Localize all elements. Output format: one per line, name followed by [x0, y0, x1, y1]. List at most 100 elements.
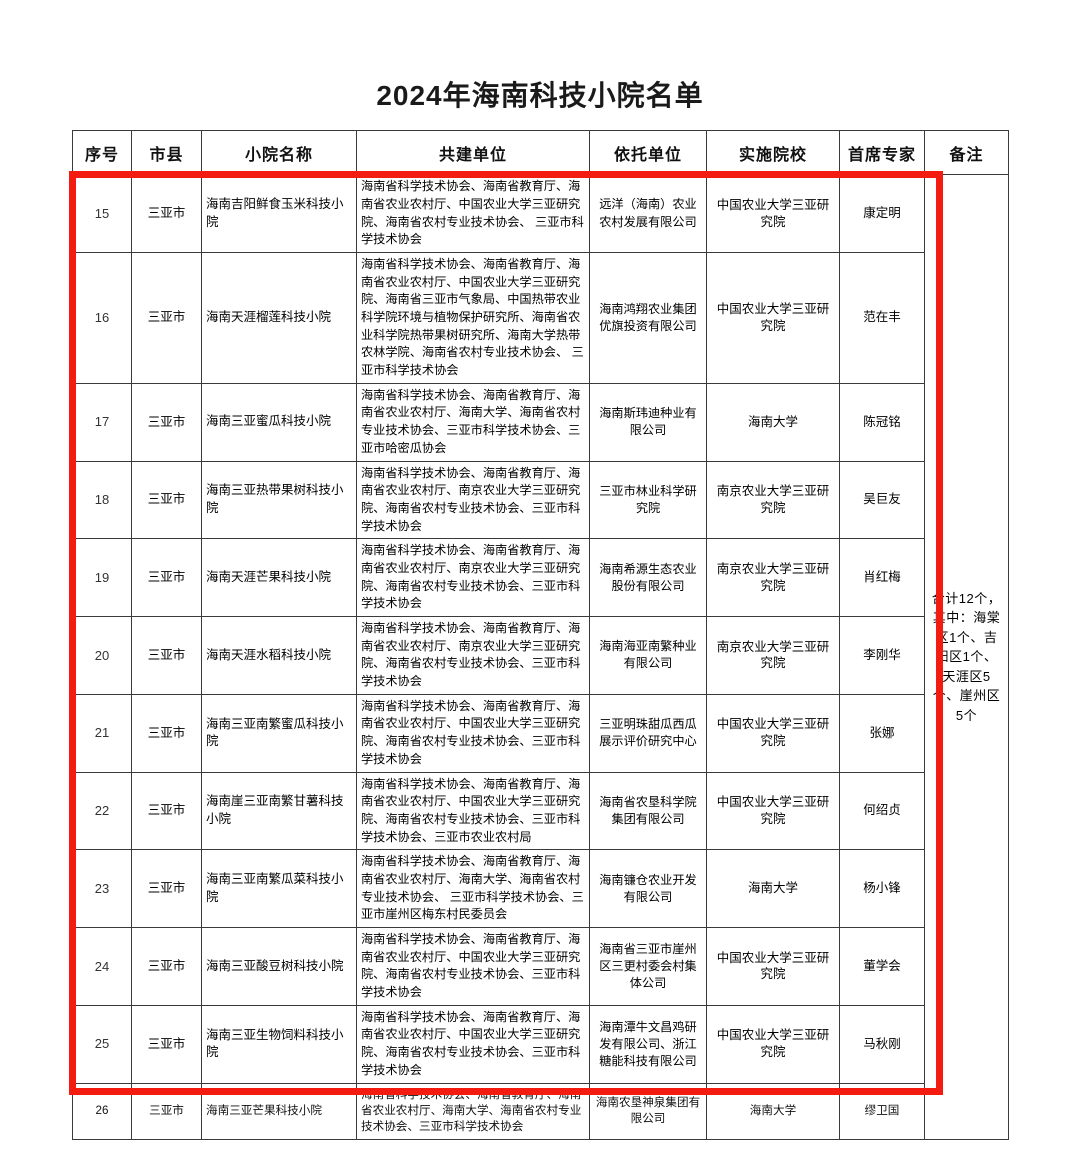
column-header-host: 依托单位 [589, 130, 707, 176]
table-row: 16 三亚市 海南天涯榴莲科技小院 海南省科学技术协会、海南省教育厅、海南省农业农村厅… [72, 251, 1009, 384]
table-body: 15 三亚市 海南吉阳鲜食玉米科技小院 海南省科学技术协会、海南省教育厅、海南省农业农… [72, 174, 1009, 1140]
cell-joint-units: 海南省科学技术协会、海南省教育厅、海南省农业农村厅、海南大学、海南省农村专业技术… [356, 382, 590, 462]
cell-yard-name: 海南三亚酸豆树科技小院 [201, 927, 357, 1006]
cell-joint-units: 海南省科学技术协会、海南省教育厅、海南省农业农村厅、南京农业大学三亚研究院、海南… [356, 616, 590, 695]
cell-index: 16 [72, 251, 132, 384]
cell-host-unit: 海南镰仓农业开发有限公司 [589, 849, 707, 928]
cell-host-unit: 海南省三亚市崖州区三更村委会村集体公司 [589, 927, 707, 1006]
cell-city: 三亚市 [131, 460, 202, 540]
column-header-name: 小院名称 [201, 130, 357, 176]
table-row: 25 三亚市 海南三亚生物饲料科技小院 海南省科学技术协会、海南省教育厅、海南省农业农… [72, 1004, 1009, 1084]
cell-host-unit: 海南鸿翔农业集团优旗投资有限公司 [589, 251, 707, 384]
cell-index: 23 [72, 849, 132, 928]
column-header-expert: 首席专家 [839, 130, 925, 176]
header-row: 序号 市县 小院名称 共建单位 依托单位 实施院校 首席专家 备注 [72, 130, 1009, 176]
cell-implementing-school: 海南大学 [706, 382, 840, 462]
cell-chief-expert: 何绍贞 [839, 771, 925, 851]
column-header-city: 市县 [131, 130, 202, 176]
cell-yard-name: 海南三亚南繁瓜菜科技小院 [201, 849, 357, 928]
cell-yard-name: 海南三亚芒果科技小院 [201, 1082, 357, 1140]
table-row: 21 三亚市 海南三亚南繁蜜瓜科技小院 海南省科学技术协会、海南省教育厅、海南省农业农… [72, 693, 1009, 773]
cell-yard-name: 海南吉阳鲜食玉米科技小院 [201, 174, 357, 253]
table-row: 19 三亚市 海南天涯芒果科技小院 海南省科学技术协会、海南省教育厅、海南省农业农村厅… [72, 538, 1009, 617]
cell-yard-name: 海南天涯水稻科技小院 [201, 616, 357, 695]
cell-joint-units: 海南省科学技术协会、海南省教育厅、海南省农业农村厅、中国农业大学三亚研究院、海南… [356, 1004, 590, 1084]
cell-host-unit: 三亚市林业科学研究院 [589, 460, 707, 540]
column-header-joint: 共建单位 [356, 130, 590, 176]
cell-chief-expert: 康定明 [839, 174, 925, 253]
cell-yard-name: 海南三亚蜜瓜科技小院 [201, 382, 357, 462]
cell-chief-expert: 吴巨友 [839, 460, 925, 540]
table-container: 序号 市县 小院名称 共建单位 依托单位 实施院校 首席专家 备注 15 三亚市海… [68, 130, 1009, 1140]
cell-joint-units: 海南省科学技术协会、海南省教育厅、海南省农业农村厅、海南大学、海南省农村专业技术… [356, 1082, 590, 1140]
page-title: 2024年海南科技小院名单 [376, 80, 704, 111]
cell-yard-name: 海南三亚热带果树科技小院 [201, 460, 357, 540]
table-row: 17 三亚市 海南三亚蜜瓜科技小院 海南省科学技术协会、海南省教育厅、海南省农业农村厅… [72, 382, 1009, 462]
cell-yard-name: 海南天涯芒果科技小院 [201, 538, 357, 617]
cell-index: 18 [72, 460, 132, 540]
table-row: 23 三亚市 海南三亚南繁瓜菜科技小院 海南省科学技术协会、海南省教育厅、海南省农业农… [72, 849, 1009, 928]
cell-implementing-school: 南京农业大学三亚研究院 [706, 538, 840, 617]
cell-city: 三亚市 [131, 849, 202, 928]
cell-host-unit: 海南农垦神泉集团有限公司 [589, 1082, 707, 1140]
cell-host-unit: 海南潭牛文昌鸡研发有限公司、浙江糖能科技有限公司 [589, 1004, 707, 1084]
cell-city: 三亚市 [131, 693, 202, 773]
table-row: 22 三亚市 海南崖三亚南繁甘薯科技小院 海南省科学技术协会、海南省教育厅、海南省农业… [72, 771, 1009, 851]
table-row: 26 三亚市 海南三亚芒果科技小院 海南省科学技术协会、海南省教育厅、海南省农业农村厅… [72, 1082, 1009, 1140]
cell-chief-expert: 李刚华 [839, 616, 925, 695]
table-row: 24 三亚市 海南三亚酸豆树科技小院 海南省科学技术协会、海南省教育厅、海南省农业农村… [72, 927, 1009, 1006]
cell-city: 三亚市 [131, 382, 202, 462]
cell-yard-name: 海南三亚南繁蜜瓜科技小院 [201, 693, 357, 773]
cell-yard-name: 海南三亚生物饲料科技小院 [201, 1004, 357, 1084]
cell-joint-units: 海南省科学技术协会、海南省教育厅、海南省农业农村厅、中国农业大学三亚研究院、海南… [356, 174, 590, 253]
cell-joint-units: 海南省科学技术协会、海南省教育厅、海南省农业农村厅、中国农业大学三亚研究院、海南… [356, 927, 590, 1006]
cell-implementing-school: 中国农业大学三亚研究院 [706, 927, 840, 1006]
cell-index: 25 [72, 1004, 132, 1084]
cell-host-unit: 海南希源生态农业股份有限公司 [589, 538, 707, 617]
column-header-school: 实施院校 [706, 130, 840, 176]
cell-index: 22 [72, 771, 132, 851]
cell-city: 三亚市 [131, 1004, 202, 1084]
table-header: 序号 市县 小院名称 共建单位 依托单位 实施院校 首席专家 备注 [72, 130, 1009, 176]
cell-joint-units: 海南省科学技术协会、海南省教育厅、海南省农业农村厅、南京农业大学三亚研究院、海南… [356, 460, 590, 540]
cell-chief-expert: 张娜 [839, 693, 925, 773]
cell-city: 三亚市 [131, 174, 202, 253]
cell-implementing-school: 海南大学 [706, 1082, 840, 1140]
cell-index: 17 [72, 382, 132, 462]
cell-chief-expert: 范在丰 [839, 251, 925, 384]
cell-chief-expert: 马秋刚 [839, 1004, 925, 1084]
cell-city: 三亚市 [131, 927, 202, 1006]
cell-implementing-school: 南京农业大学三亚研究院 [706, 616, 840, 695]
cell-chief-expert: 肖红梅 [839, 538, 925, 617]
cell-host-unit: 海南海亚南繁种业有限公司 [589, 616, 707, 695]
cell-joint-units: 海南省科学技术协会、海南省教育厅、海南省农业农村厅、中国农业大学三亚研究院、海南… [356, 251, 590, 384]
cell-city: 三亚市 [131, 251, 202, 384]
table-row: 15 三亚市 海南吉阳鲜食玉米科技小院 海南省科学技术协会、海南省教育厅、海南省农业农… [72, 174, 1009, 1140]
column-header-remark: 备注 [924, 130, 1009, 176]
cell-city: 三亚市 [131, 538, 202, 617]
cell-index: 20 [72, 616, 132, 695]
cell-city: 三亚市 [131, 771, 202, 851]
cell-implementing-school: 南京农业大学三亚研究院 [706, 460, 840, 540]
cell-city: 三亚市 [131, 1082, 202, 1140]
cell-joint-units: 海南省科学技术协会、海南省教育厅、海南省农业农村厅、中国农业大学三亚研究院、海南… [356, 693, 590, 773]
cell-chief-expert: 缪卫国 [839, 1082, 925, 1140]
cell-index: 19 [72, 538, 132, 617]
cell-host-unit: 三亚明珠甜瓜西瓜展示评价研究中心 [589, 693, 707, 773]
cell-host-unit: 远洋（海南）农业农村发展有限公司 [589, 174, 707, 253]
cell-chief-expert: 杨小锋 [839, 849, 925, 928]
cell-host-unit: 海南斯玮迪种业有限公司 [589, 382, 707, 462]
cell-joint-units: 海南省科学技术协会、海南省教育厅、海南省农业农村厅、南京农业大学三亚研究院、海南… [356, 538, 590, 617]
cell-remark-merged: 合计12个，其中：海棠区1个、吉阳区1个、天涯区5个、崖州区5个 [924, 174, 1009, 1140]
cell-joint-units: 海南省科学技术协会、海南省教育厅、海南省农业农村厅、中国农业大学三亚研究院、海南… [356, 771, 590, 851]
cell-yard-name: 海南崖三亚南繁甘薯科技小院 [201, 771, 357, 851]
cell-implementing-school: 中国农业大学三亚研究院 [706, 251, 840, 384]
cell-chief-expert: 陈冠铭 [839, 382, 925, 462]
cell-yard-name: 海南天涯榴莲科技小院 [201, 251, 357, 384]
cell-index: 15 [72, 174, 132, 253]
cell-implementing-school: 海南大学 [706, 849, 840, 928]
cell-index: 26 [72, 1082, 132, 1140]
column-header-index: 序号 [72, 130, 132, 176]
cell-index: 24 [72, 927, 132, 1006]
cell-chief-expert: 董学会 [839, 927, 925, 1006]
